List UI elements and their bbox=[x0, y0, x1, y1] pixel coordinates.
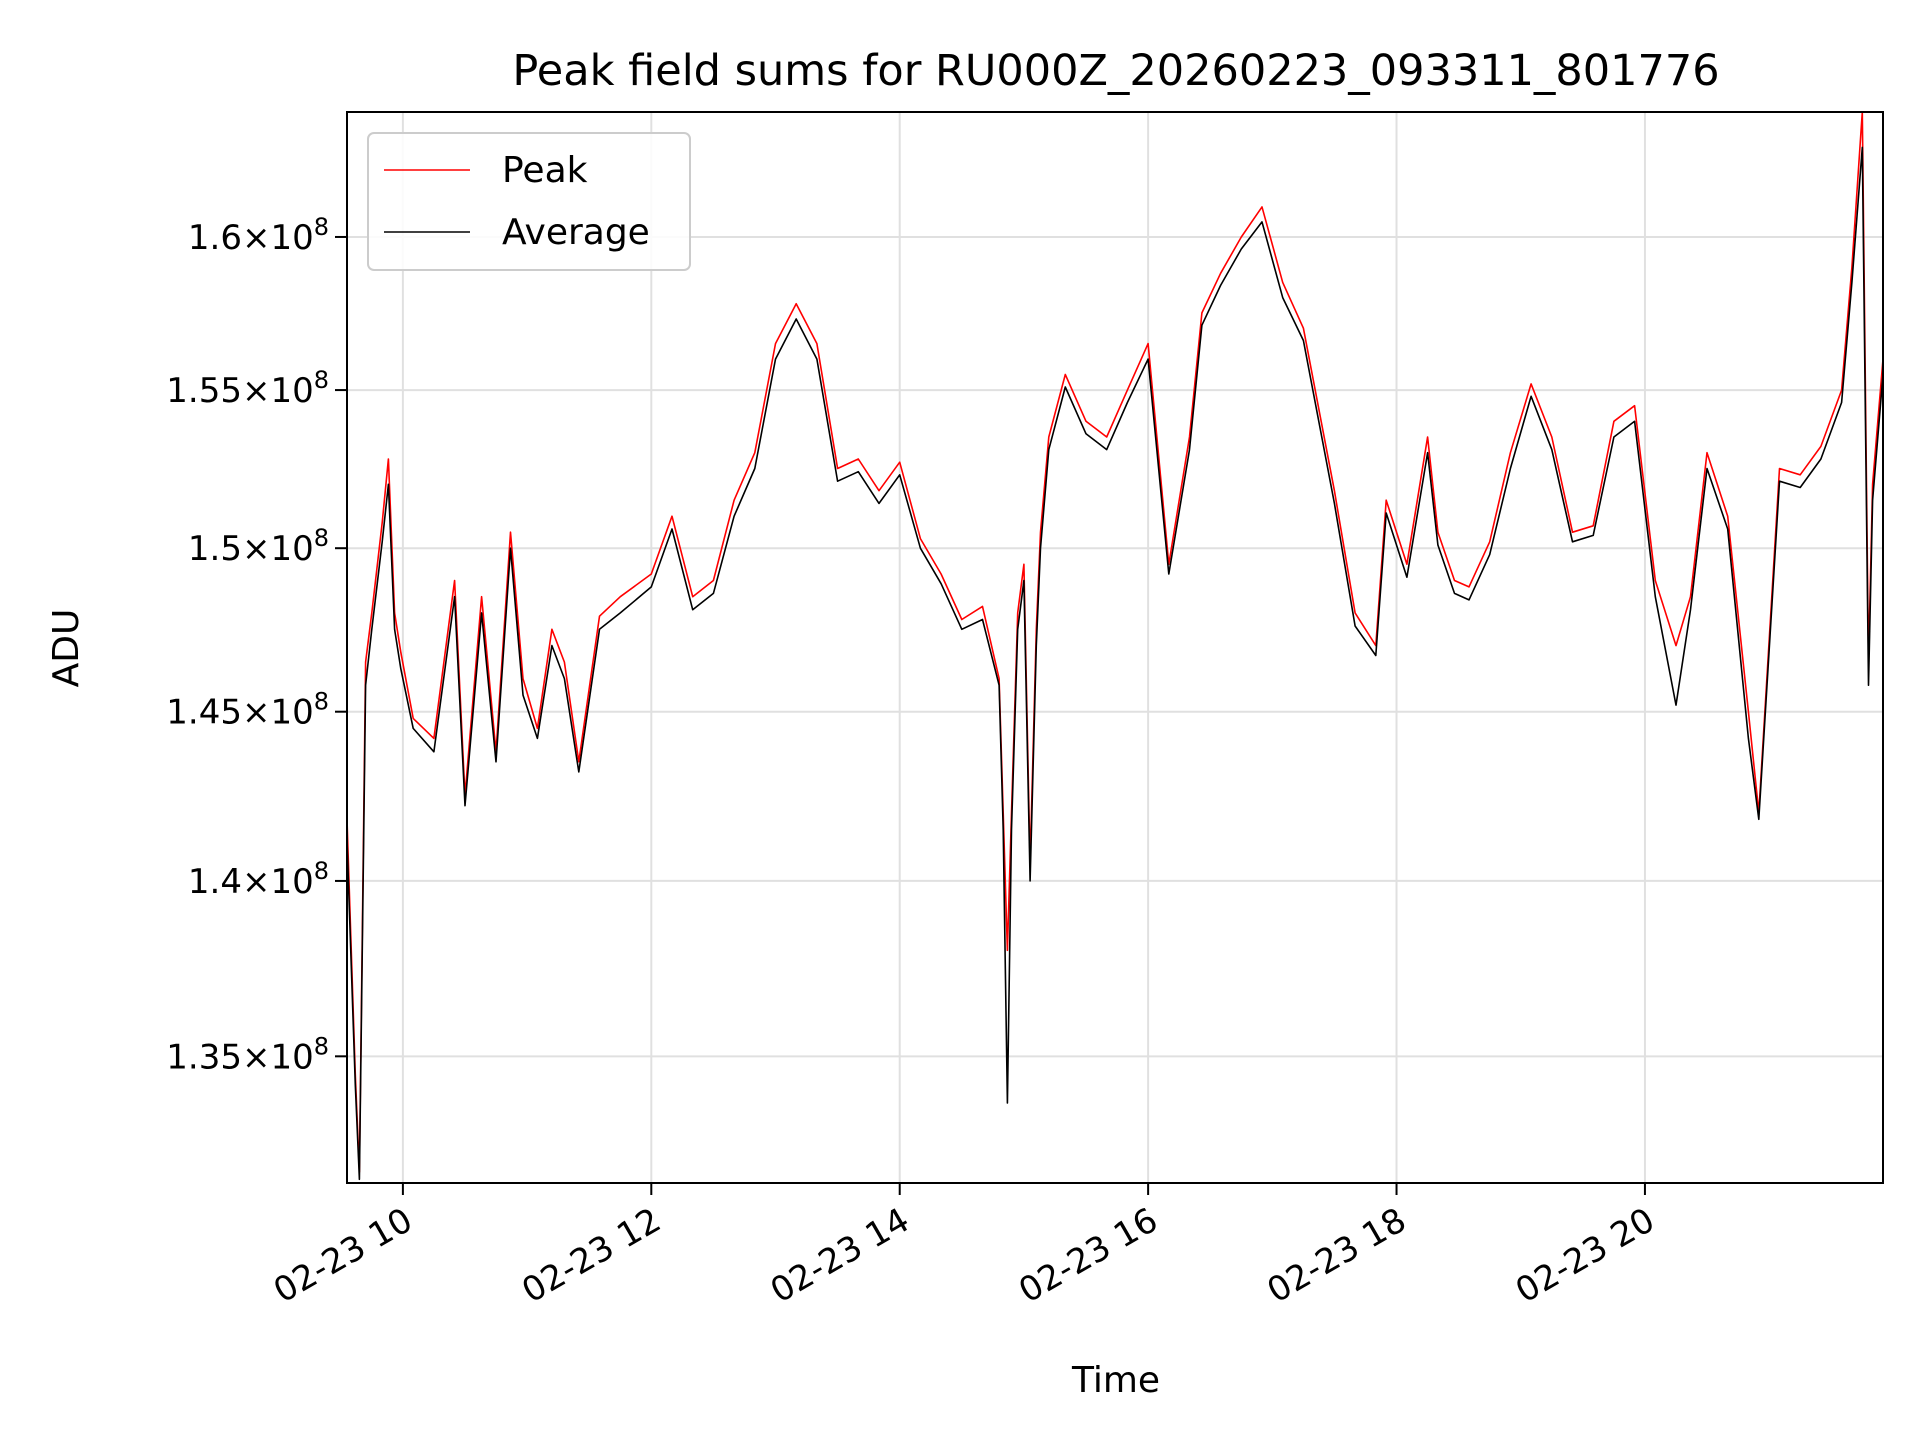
y-tick-base: ×10 bbox=[242, 862, 314, 902]
series-line-average bbox=[346, 146, 1884, 1181]
y-tick-mantissa: 1.55 bbox=[166, 371, 242, 411]
grid bbox=[347, 112, 1883, 1183]
y-tick-exponent: 8 bbox=[314, 857, 329, 885]
series-layer bbox=[346, 111, 1884, 1181]
y-tick-label: 1.6×108 bbox=[188, 213, 329, 258]
x-axis-label: Time bbox=[1071, 1360, 1160, 1401]
legend-box bbox=[367, 132, 691, 271]
y-tick-exponent: 8 bbox=[314, 524, 329, 552]
y-tick-mantissa: 1.35 bbox=[166, 1037, 242, 1077]
plot-frame bbox=[346, 111, 1884, 1184]
y-tick-exponent: 8 bbox=[314, 1032, 329, 1060]
legend-label-average: Average bbox=[502, 212, 650, 253]
y-tick-exponent: 8 bbox=[314, 688, 329, 716]
chart-title: Peak field sums for RU000Z_20260223_0933… bbox=[512, 46, 1719, 96]
y-tick-label: 1.5×108 bbox=[188, 524, 329, 569]
legend-label-peak: Peak bbox=[502, 150, 588, 191]
y-tick-base: ×10 bbox=[242, 529, 314, 569]
y-tick-base: ×10 bbox=[242, 693, 314, 733]
y-tick-base: ×10 bbox=[242, 218, 314, 258]
y-tick-exponent: 8 bbox=[314, 213, 329, 241]
y-axis-label: ADU bbox=[46, 609, 87, 688]
y-tick-label: 1.55×108 bbox=[166, 366, 329, 411]
y-tick-mantissa: 1.4 bbox=[188, 862, 242, 902]
y-tick-mantissa: 1.45 bbox=[166, 693, 242, 733]
y-tick-mantissa: 1.5 bbox=[188, 529, 242, 569]
y-tick-base: ×10 bbox=[242, 1037, 314, 1077]
y-tick-label: 1.4×108 bbox=[188, 857, 329, 902]
legend: Peak Average bbox=[367, 132, 691, 271]
y-tick-label: 1.35×108 bbox=[166, 1032, 329, 1077]
y-axis: 1.35×1081.4×1081.45×1081.5×1081.55×1081.… bbox=[166, 213, 347, 1077]
y-tick-mantissa: 1.6 bbox=[188, 218, 242, 258]
y-tick-exponent: 8 bbox=[314, 366, 329, 394]
y-tick-base: ×10 bbox=[242, 371, 314, 411]
y-tick-label: 1.45×108 bbox=[166, 688, 329, 733]
